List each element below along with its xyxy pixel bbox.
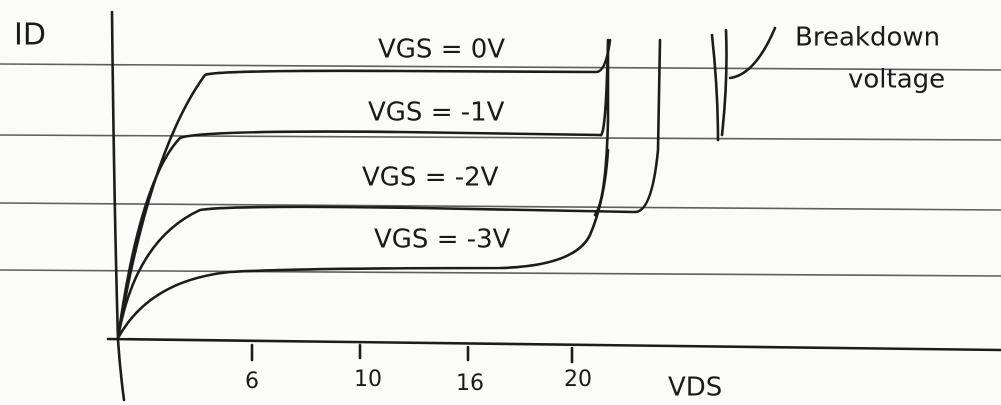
x-tick-label: 20 [564,367,592,392]
annotation: voltage [848,65,945,95]
curve-label: VGS = -2V [362,163,499,193]
curve-label: VGS = -1V [368,98,505,128]
x-axis-label: VDS [668,373,722,403]
x-tick-label: 16 [456,371,484,396]
y-axis-label: ID [14,18,46,53]
curve-label: VGS = -3V [374,225,511,255]
x-tick-label: 10 [354,367,382,392]
curve-label: VGS = 0V [378,35,505,65]
x-tick-label: 6 [245,369,259,394]
annotation: Breakdown [795,23,940,53]
diagram: ID VDS 6 10 16 20 VGS = 0V VGS = -1V VGS… [0,0,1001,405]
